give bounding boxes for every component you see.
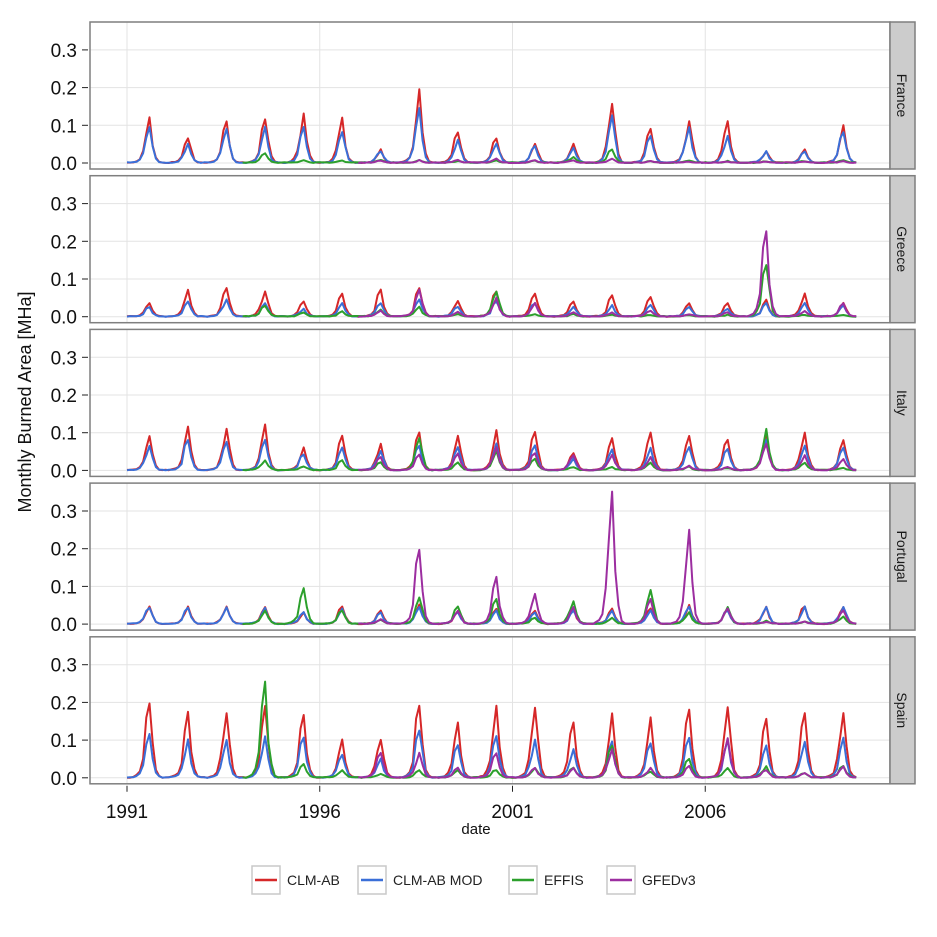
series-line-gfedv3 bbox=[358, 442, 857, 472]
y-tick-label: 0.0 bbox=[51, 154, 77, 175]
y-tick-label: 0.2 bbox=[51, 79, 77, 100]
facet-panel-italy: 0.0 0.1 0.2 0.3 Italy bbox=[51, 328, 916, 482]
y-tick-label: 0.3 bbox=[51, 41, 77, 62]
y-tick-label: 0.2 bbox=[51, 386, 77, 407]
y-tick-label: 0.1 bbox=[51, 731, 77, 752]
y-tick-label: 0.3 bbox=[51, 656, 77, 677]
y-axis-title: Monthly Burned Area [MHa] bbox=[15, 291, 35, 512]
legend-item-effis: EFFIS bbox=[508, 865, 584, 895]
legend-label: CLM-AB bbox=[287, 872, 340, 888]
facet-panel-france: 0.0 0.1 0.2 0.3 France bbox=[51, 21, 916, 175]
y-tick-label: 0.2 bbox=[51, 232, 77, 253]
y-tick-label: 0.0 bbox=[51, 461, 77, 482]
legend-item-gfedv3: GFEDv3 bbox=[606, 865, 696, 895]
y-tick-label: 0.1 bbox=[51, 270, 77, 291]
series-line-gfedv3 bbox=[358, 737, 857, 779]
facet-panel-greece: 0.0 0.1 0.2 0.3 Greece bbox=[51, 174, 916, 329]
facet-panel-portugal: 0.0 0.1 0.2 0.3 Portugal bbox=[51, 482, 916, 636]
y-tick-label: 0.1 bbox=[51, 424, 77, 445]
facet-strip-label: Spain bbox=[894, 692, 910, 728]
facet-strip bbox=[889, 21, 916, 170]
facet-strip bbox=[889, 174, 916, 324]
legend-label: EFFIS bbox=[544, 872, 584, 888]
legend-label: GFEDv3 bbox=[642, 872, 696, 888]
y-tick-label: 0.0 bbox=[51, 308, 77, 329]
facet-strip-label: Portugal bbox=[894, 531, 910, 583]
facet-strip bbox=[889, 328, 916, 478]
y-tick-label: 0.1 bbox=[51, 577, 77, 598]
x-axis: 1991 1996 2001 2006 bbox=[106, 785, 726, 823]
y-tick-label: 0.2 bbox=[51, 693, 77, 714]
y-tick-label: 0.3 bbox=[51, 502, 77, 523]
y-tick-label: 0.0 bbox=[51, 769, 77, 790]
y-tick-label: 0.3 bbox=[51, 195, 77, 216]
y-tick-label: 0.1 bbox=[51, 116, 77, 137]
facet-strip-label: Greece bbox=[894, 226, 910, 272]
facet-panels: 0.00.10.20.3France0.00.10.20.3Greece0.00… bbox=[51, 21, 916, 790]
facet-panel-spain: 0.0 0.1 0.2 0.3 Spain bbox=[51, 636, 916, 790]
y-tick-label: 0.3 bbox=[51, 348, 77, 369]
x-tick-label: 2001 bbox=[491, 802, 533, 823]
panel-background bbox=[90, 175, 890, 323]
series-line-gfedv3 bbox=[358, 490, 857, 626]
panel-background bbox=[90, 22, 890, 169]
facet-strip bbox=[889, 636, 916, 785]
x-axis-title: date bbox=[461, 821, 490, 838]
legend: CLM-AB CLM-AB MOD EFFIS GFEDv3 bbox=[251, 865, 696, 895]
facet-strip bbox=[889, 482, 916, 631]
y-tick-label: 0.0 bbox=[51, 615, 77, 636]
series-line-gfedv3 bbox=[358, 230, 857, 318]
legend-item-clm-ab-mod: CLM-AB MOD bbox=[357, 865, 482, 895]
legend-label: CLM-AB MOD bbox=[393, 872, 482, 888]
x-tick-label: 2006 bbox=[684, 802, 726, 823]
y-tick-label: 0.2 bbox=[51, 540, 77, 561]
legend-item-clm-ab: CLM-AB bbox=[251, 865, 340, 895]
facet-strip-label: France bbox=[894, 74, 910, 118]
series-line-gfedv3 bbox=[358, 157, 857, 164]
x-tick-label: 1991 bbox=[106, 802, 148, 823]
facet-strip-label: Italy bbox=[894, 390, 910, 416]
x-tick-label: 1996 bbox=[299, 802, 341, 823]
